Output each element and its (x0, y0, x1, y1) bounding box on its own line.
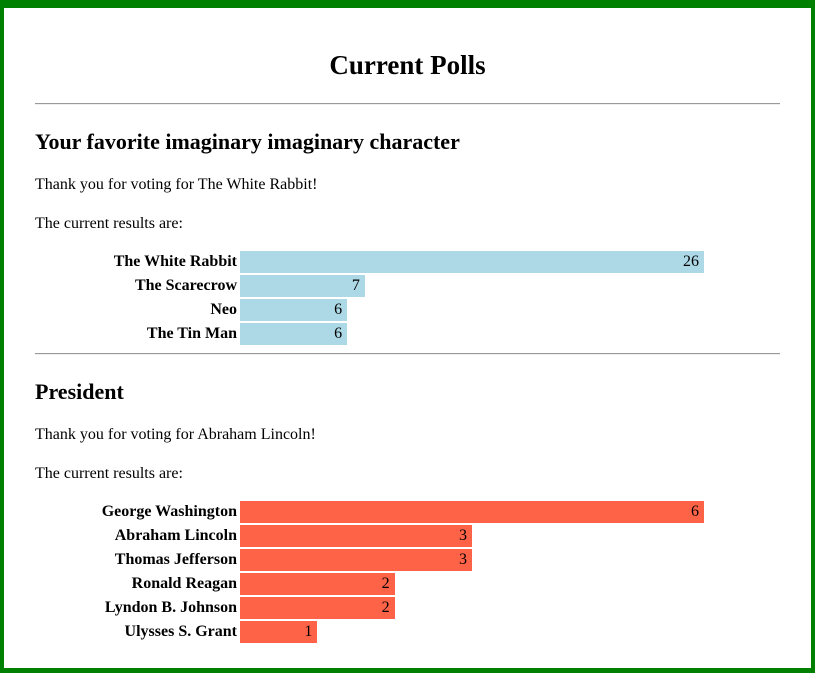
bar-value: 2 (381, 575, 390, 592)
bar-label: The White Rabbit (113, 253, 237, 270)
results-bar-chart: The White Rabbit 26 The Scarecrow 7 Neo 6 The … (35, 251, 780, 345)
bar-value: 6 (691, 503, 699, 520)
result-bar: 7 (240, 275, 365, 297)
bar-area: 7 (240, 275, 704, 297)
bar-area: 1 (240, 621, 704, 643)
divider-top (35, 103, 780, 105)
bar-area: 2 (240, 597, 704, 619)
result-bar: 3 (240, 549, 472, 571)
bar-value: 2 (381, 599, 390, 616)
bar-label: Ulysses S. Grant (124, 623, 237, 640)
bar-area: 2 (240, 573, 704, 595)
results-bar-chart: George Washington 6 Abraham Lincoln 3 Thomas… (35, 501, 780, 643)
bar-value: 26 (683, 253, 699, 270)
chart-row: Abraham Lincoln 3 (35, 525, 780, 547)
bar-area: 6 (240, 501, 704, 523)
page-title: Current Polls (329, 50, 486, 80)
bar-label: The Scarecrow (134, 277, 237, 294)
chart-row: The Scarecrow 7 (35, 275, 780, 297)
bar-value: 6 (334, 325, 343, 342)
results-label: The current results are: (35, 215, 183, 232)
result-bar: 26 (240, 251, 704, 273)
bar-area: 26 (240, 251, 704, 273)
poll-heading: President (35, 379, 124, 404)
chart-row: Thomas Jefferson 3 (35, 549, 780, 571)
chart-row: Ronald Reagan 2 (35, 573, 780, 595)
results-label: The current results are: (35, 465, 183, 482)
result-bar: 2 (240, 573, 395, 595)
chart-row: Lyndon B. Johnson 2 (35, 597, 780, 619)
poll-heading: Your favorite imaginary imaginary charac… (35, 129, 460, 154)
bar-area: 3 (240, 525, 704, 547)
result-bar: 1 (240, 621, 318, 643)
poll-section-imaginary-character: Your favorite imaginary imaginary charac… (35, 129, 780, 345)
bar-label: The Tin Man (146, 325, 237, 342)
divider-middle (35, 353, 780, 355)
bar-value: 7 (351, 277, 360, 294)
bar-value: 1 (304, 623, 313, 640)
poll-section-president: President Thank you for voting for Abrah… (35, 379, 780, 643)
chart-row: Neo 6 (35, 299, 780, 321)
chart-row: The White Rabbit 26 (35, 251, 780, 273)
bar-label: Thomas Jefferson (114, 551, 237, 568)
chart-row: Ulysses S. Grant 1 (35, 621, 780, 643)
result-bar: 6 (240, 323, 348, 345)
thanks-message: Thank you for voting for The White Rabbi… (35, 176, 318, 193)
result-bar: 6 (240, 501, 704, 523)
chart-row: The Tin Man 6 (35, 323, 780, 345)
result-bar: 2 (240, 597, 395, 619)
result-bar: 3 (240, 525, 472, 547)
bar-area: 6 (240, 299, 704, 321)
bar-label: Abraham Lincoln (114, 527, 237, 544)
chart-row: George Washington 6 (35, 501, 780, 523)
bar-label: Ronald Reagan (131, 575, 237, 592)
result-bar: 6 (240, 299, 348, 321)
bar-label: Lyndon B. Johnson (104, 599, 237, 616)
bar-area: 3 (240, 549, 704, 571)
bar-area: 6 (240, 323, 704, 345)
bar-value: 6 (334, 301, 343, 318)
bar-label: George Washington (101, 503, 237, 520)
bar-value: 3 (459, 551, 467, 568)
bar-label: Neo (210, 301, 237, 318)
thanks-message: Thank you for voting for Abraham Lincoln… (35, 426, 316, 443)
bar-value: 3 (459, 527, 467, 544)
